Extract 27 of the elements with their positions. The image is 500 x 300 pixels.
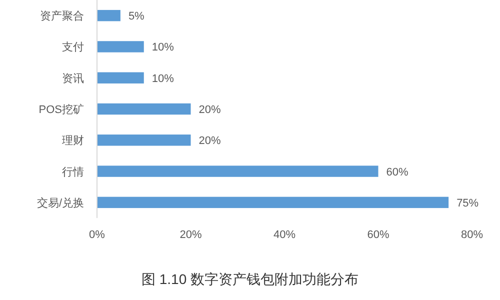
bar bbox=[97, 196, 449, 208]
bar bbox=[97, 10, 120, 22]
bar bbox=[97, 134, 191, 146]
y-tick-label: 交易/兑换 bbox=[36, 196, 84, 210]
x-tick-label: 0% bbox=[89, 229, 106, 241]
y-tick-label: 理财 bbox=[62, 134, 84, 148]
bar bbox=[97, 72, 144, 84]
x-tick-label: 60% bbox=[367, 229, 390, 241]
data-label: 20% bbox=[198, 135, 221, 148]
bar bbox=[97, 103, 191, 115]
data-label: 60% bbox=[386, 166, 408, 178]
y-tick-label: 支付 bbox=[62, 40, 84, 54]
x-tick-label: 80% bbox=[460, 229, 484, 241]
data-label: 10% bbox=[152, 72, 174, 85]
y-tick-label: 行情 bbox=[62, 165, 84, 178]
bar bbox=[97, 41, 144, 52]
text: 图 1.10 数字资产钱包附加功能分布 bbox=[141, 271, 359, 287]
y-tick-label: 资产聚合 bbox=[40, 10, 84, 23]
y-tick-label: 资讯 bbox=[62, 72, 84, 85]
bar bbox=[97, 166, 378, 177]
y-tick-label: POS挖矿 bbox=[38, 103, 84, 116]
x-tick-label: 40% bbox=[273, 229, 296, 241]
x-tick-label: 20% bbox=[180, 229, 202, 241]
data-label: 10% bbox=[152, 42, 174, 54]
data-label: 5% bbox=[128, 10, 145, 23]
data-label: 20% bbox=[198, 104, 221, 116]
data-label: 75% bbox=[456, 197, 479, 210]
